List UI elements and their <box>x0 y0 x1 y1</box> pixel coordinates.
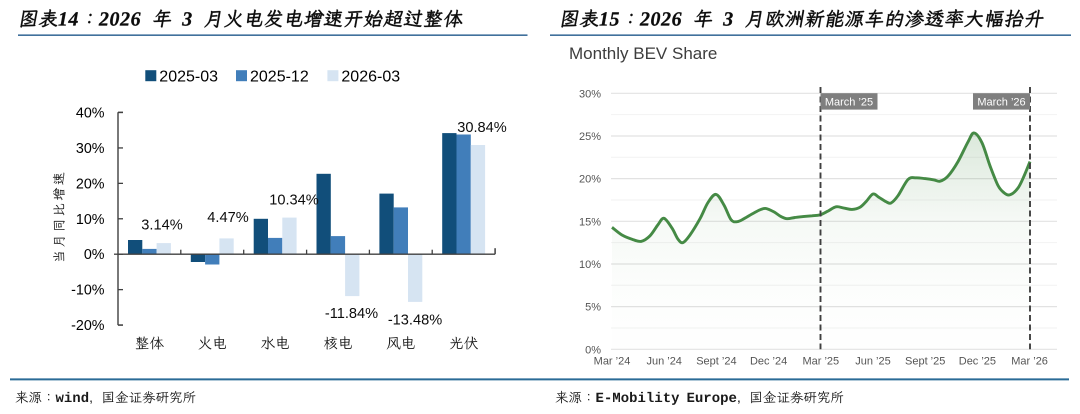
svg-text:Mar ’26: Mar ’26 <box>1011 355 1048 367</box>
svg-text:10%: 10% <box>76 212 105 228</box>
svg-text:Jun ’24: Jun ’24 <box>646 355 681 367</box>
svg-text:-10%: -10% <box>71 283 105 299</box>
svg-text:-11.84%: -11.84% <box>325 306 378 322</box>
svg-text:Mar ’24: Mar ’24 <box>594 355 631 367</box>
svg-text:2025-03: 2025-03 <box>159 69 218 86</box>
svg-text:Mar ’25: Mar ’25 <box>802 355 839 367</box>
svg-text:30.84%: 30.84% <box>457 120 507 136</box>
svg-text:March ’26: March ’26 <box>977 96 1025 108</box>
svg-text:5%: 5% <box>585 302 601 314</box>
svg-text:Jun ’25: Jun ’25 <box>855 355 890 367</box>
svg-text:10%: 10% <box>579 259 601 271</box>
svg-text:Sept ’25: Sept ’25 <box>905 355 945 367</box>
svg-text:-13.48%: -13.48% <box>388 312 442 328</box>
svg-text:0%: 0% <box>585 344 601 356</box>
svg-text:15%: 15% <box>579 216 601 228</box>
svg-text:30%: 30% <box>579 88 601 100</box>
svg-text:2025-12: 2025-12 <box>250 69 309 86</box>
svg-text:30%: 30% <box>76 141 105 157</box>
svg-text:-20%: -20% <box>71 318 105 334</box>
svg-text:20%: 20% <box>76 176 105 192</box>
svg-text:40%: 40% <box>76 106 105 122</box>
svg-text:2026-03: 2026-03 <box>341 69 400 86</box>
svg-text:0%: 0% <box>84 247 105 263</box>
svg-text:Dec ’24: Dec ’24 <box>750 355 787 367</box>
svg-text:March ’25: March ’25 <box>825 96 873 108</box>
svg-text:25%: 25% <box>579 131 601 143</box>
svg-text:Monthly BEV Share: Monthly BEV Share <box>569 44 717 63</box>
svg-text:10.34%: 10.34% <box>269 193 319 209</box>
svg-text:Sept ’24: Sept ’24 <box>696 355 736 367</box>
svg-text:4.47%: 4.47% <box>207 210 248 226</box>
svg-text:Dec ’25: Dec ’25 <box>959 355 996 367</box>
svg-text:20%: 20% <box>579 174 601 186</box>
svg-text:3.14%: 3.14% <box>141 218 182 234</box>
